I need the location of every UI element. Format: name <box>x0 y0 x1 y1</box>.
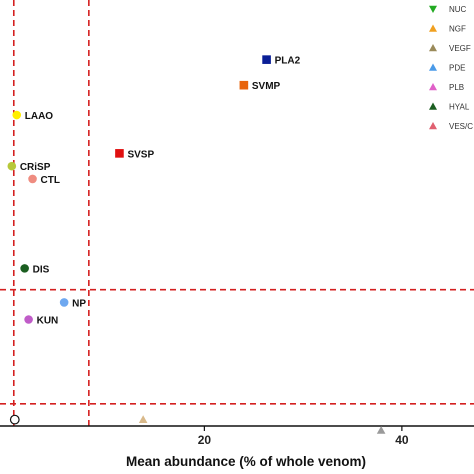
point-laao-marker <box>12 110 22 120</box>
point-pla2-label: PLA2 <box>275 56 301 67</box>
x-axis-title: Mean abundance (% of whole venom) <box>126 454 366 469</box>
point-laao-label: LAAO <box>25 111 54 122</box>
legend: NUC NGF VEGF PDE PLB HYAL VES/C <box>429 5 473 131</box>
point-dis-marker <box>20 264 29 273</box>
point-pla2-marker <box>262 55 271 64</box>
point-unlabeled-12-marker <box>376 425 386 434</box>
legend-pde-label: PDE <box>449 64 465 73</box>
x-tick-label-20: 20 <box>198 433 212 447</box>
reference-lines <box>0 0 474 426</box>
point-ctl-marker <box>28 174 37 184</box>
point-kun-marker <box>24 315 33 324</box>
legend-nuc-marker <box>429 5 437 13</box>
legend-hyal-label: HYAL <box>449 103 470 112</box>
legend-ngf-marker <box>429 24 437 32</box>
legend-vegf-marker <box>429 44 437 52</box>
point-svmp-label: SVMP <box>252 81 281 92</box>
legend-ngf-label: NGF <box>449 25 466 34</box>
x-tick-label-40: 40 <box>395 433 409 447</box>
point-crisp-marker <box>7 161 17 171</box>
x-ticks: 20 40 <box>198 426 409 447</box>
legend-pde-marker <box>429 63 437 71</box>
point-unlabeled-11-marker <box>138 415 148 424</box>
data-points: PLA2 SVMP LAAO SVSP CRiSP CTL DIS NP KUN <box>7 55 386 434</box>
point-unlabeled-10-marker <box>9 414 20 425</box>
point-kun-label: KUN <box>37 316 59 327</box>
legend-vegf-label: VEGF <box>449 44 471 53</box>
point-dis-label: DIS <box>33 264 50 275</box>
legend-nuc-label: NUC <box>449 5 467 14</box>
point-crisp-label: CRiSP <box>20 162 51 173</box>
legend-ves-c-label: VES/C <box>449 122 473 131</box>
point-svmp-marker <box>239 80 249 90</box>
legend-ves-c-marker <box>429 122 437 130</box>
legend-plb-label: PLB <box>449 83 464 92</box>
point-svsp-label: SVSP <box>127 149 154 160</box>
legend-hyal-marker <box>429 102 437 110</box>
point-np-marker <box>59 298 69 307</box>
point-svsp-marker <box>115 149 124 158</box>
legend-plb-marker <box>429 83 437 91</box>
point-ctl-label: CTL <box>41 175 60 186</box>
point-np-label: NP <box>72 298 86 309</box>
